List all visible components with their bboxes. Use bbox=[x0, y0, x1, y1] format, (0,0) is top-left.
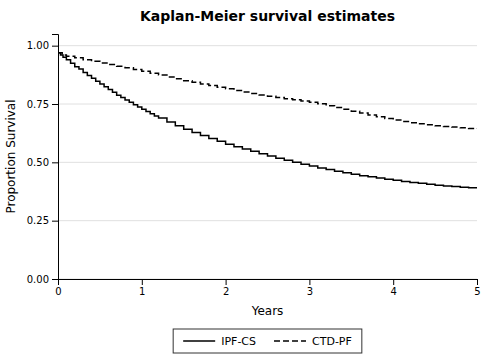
x-axis-label: Years bbox=[251, 304, 284, 318]
legend-label: IPF-CS bbox=[221, 335, 256, 348]
x-tick-label: 1 bbox=[139, 286, 145, 297]
y-tick-mark bbox=[52, 162, 58, 163]
x-tick-label: 5 bbox=[474, 286, 480, 297]
grid-line bbox=[58, 45, 477, 46]
legend-swatch bbox=[183, 340, 215, 342]
y-tick: 1.00 bbox=[27, 40, 58, 51]
series-group bbox=[58, 53, 477, 189]
legend: IPF-CS CTD-PF bbox=[173, 329, 362, 353]
y-tick-mark bbox=[52, 221, 58, 222]
title: Kaplan-Meier survival estimates bbox=[140, 8, 395, 24]
legend-item: CTD-PF bbox=[274, 335, 352, 348]
plot-area: 0 1 2 3 4 5 0.00 0.25 0.50 0.75 1.00 bbox=[27, 35, 481, 298]
x-tick-label: 4 bbox=[391, 286, 397, 297]
x-tick-label: 0 bbox=[55, 286, 61, 297]
y-tick-mark bbox=[52, 46, 58, 47]
y-tick-label: 0.25 bbox=[27, 215, 49, 226]
y-axis: 0.00 0.25 0.50 0.75 1.00 bbox=[27, 35, 59, 285]
legend-swatch bbox=[274, 340, 306, 342]
grid-line bbox=[58, 162, 477, 163]
chart: 0 1 2 3 4 5 0.00 0.25 0.50 0.75 1.00 Kaplan-Meier s… bbox=[0, 0, 495, 363]
y-tick-label: 1.00 bbox=[27, 40, 49, 51]
y-tick-label: 0.00 bbox=[27, 274, 49, 285]
y-tick: 0.25 bbox=[27, 215, 58, 226]
x-tick-mark bbox=[142, 279, 143, 285]
x-tick: 4 bbox=[391, 279, 397, 297]
y-tick: 0.00 bbox=[27, 274, 58, 285]
x-tick-mark bbox=[309, 279, 310, 285]
x-tick-mark bbox=[477, 279, 478, 285]
y-axis-line bbox=[52, 35, 59, 280]
y-tick-label: 0.50 bbox=[27, 157, 49, 168]
y-tick-mark bbox=[52, 279, 58, 280]
grid-line bbox=[58, 104, 477, 105]
x-axis-line bbox=[59, 280, 478, 286]
series-line bbox=[58, 53, 477, 189]
y-tick-label: 0.75 bbox=[27, 99, 49, 110]
legend-box bbox=[173, 329, 362, 353]
y-tick-mark bbox=[52, 104, 58, 105]
x-tick-label: 3 bbox=[307, 286, 313, 297]
x-tick: 1 bbox=[139, 279, 145, 297]
y-axis-label: Proportion Survival bbox=[4, 99, 18, 213]
x-tick-label: 2 bbox=[223, 286, 229, 297]
grid-line bbox=[58, 220, 477, 221]
x-tick-mark bbox=[226, 279, 227, 285]
legend-label: CTD-PF bbox=[312, 335, 352, 348]
x-tick: 2 bbox=[223, 279, 229, 297]
legend-item: IPF-CS bbox=[183, 335, 256, 348]
grid bbox=[58, 46, 477, 279]
x-tick-mark bbox=[393, 279, 394, 285]
x-tick: 0 bbox=[55, 279, 61, 297]
x-tick: 3 bbox=[307, 279, 313, 297]
x-axis: 0 1 2 3 4 5 bbox=[55, 279, 480, 297]
x-tick: 5 bbox=[474, 279, 480, 297]
series-line bbox=[58, 53, 477, 129]
y-tick: 0.75 bbox=[27, 99, 58, 110]
y-tick: 0.50 bbox=[27, 157, 58, 168]
